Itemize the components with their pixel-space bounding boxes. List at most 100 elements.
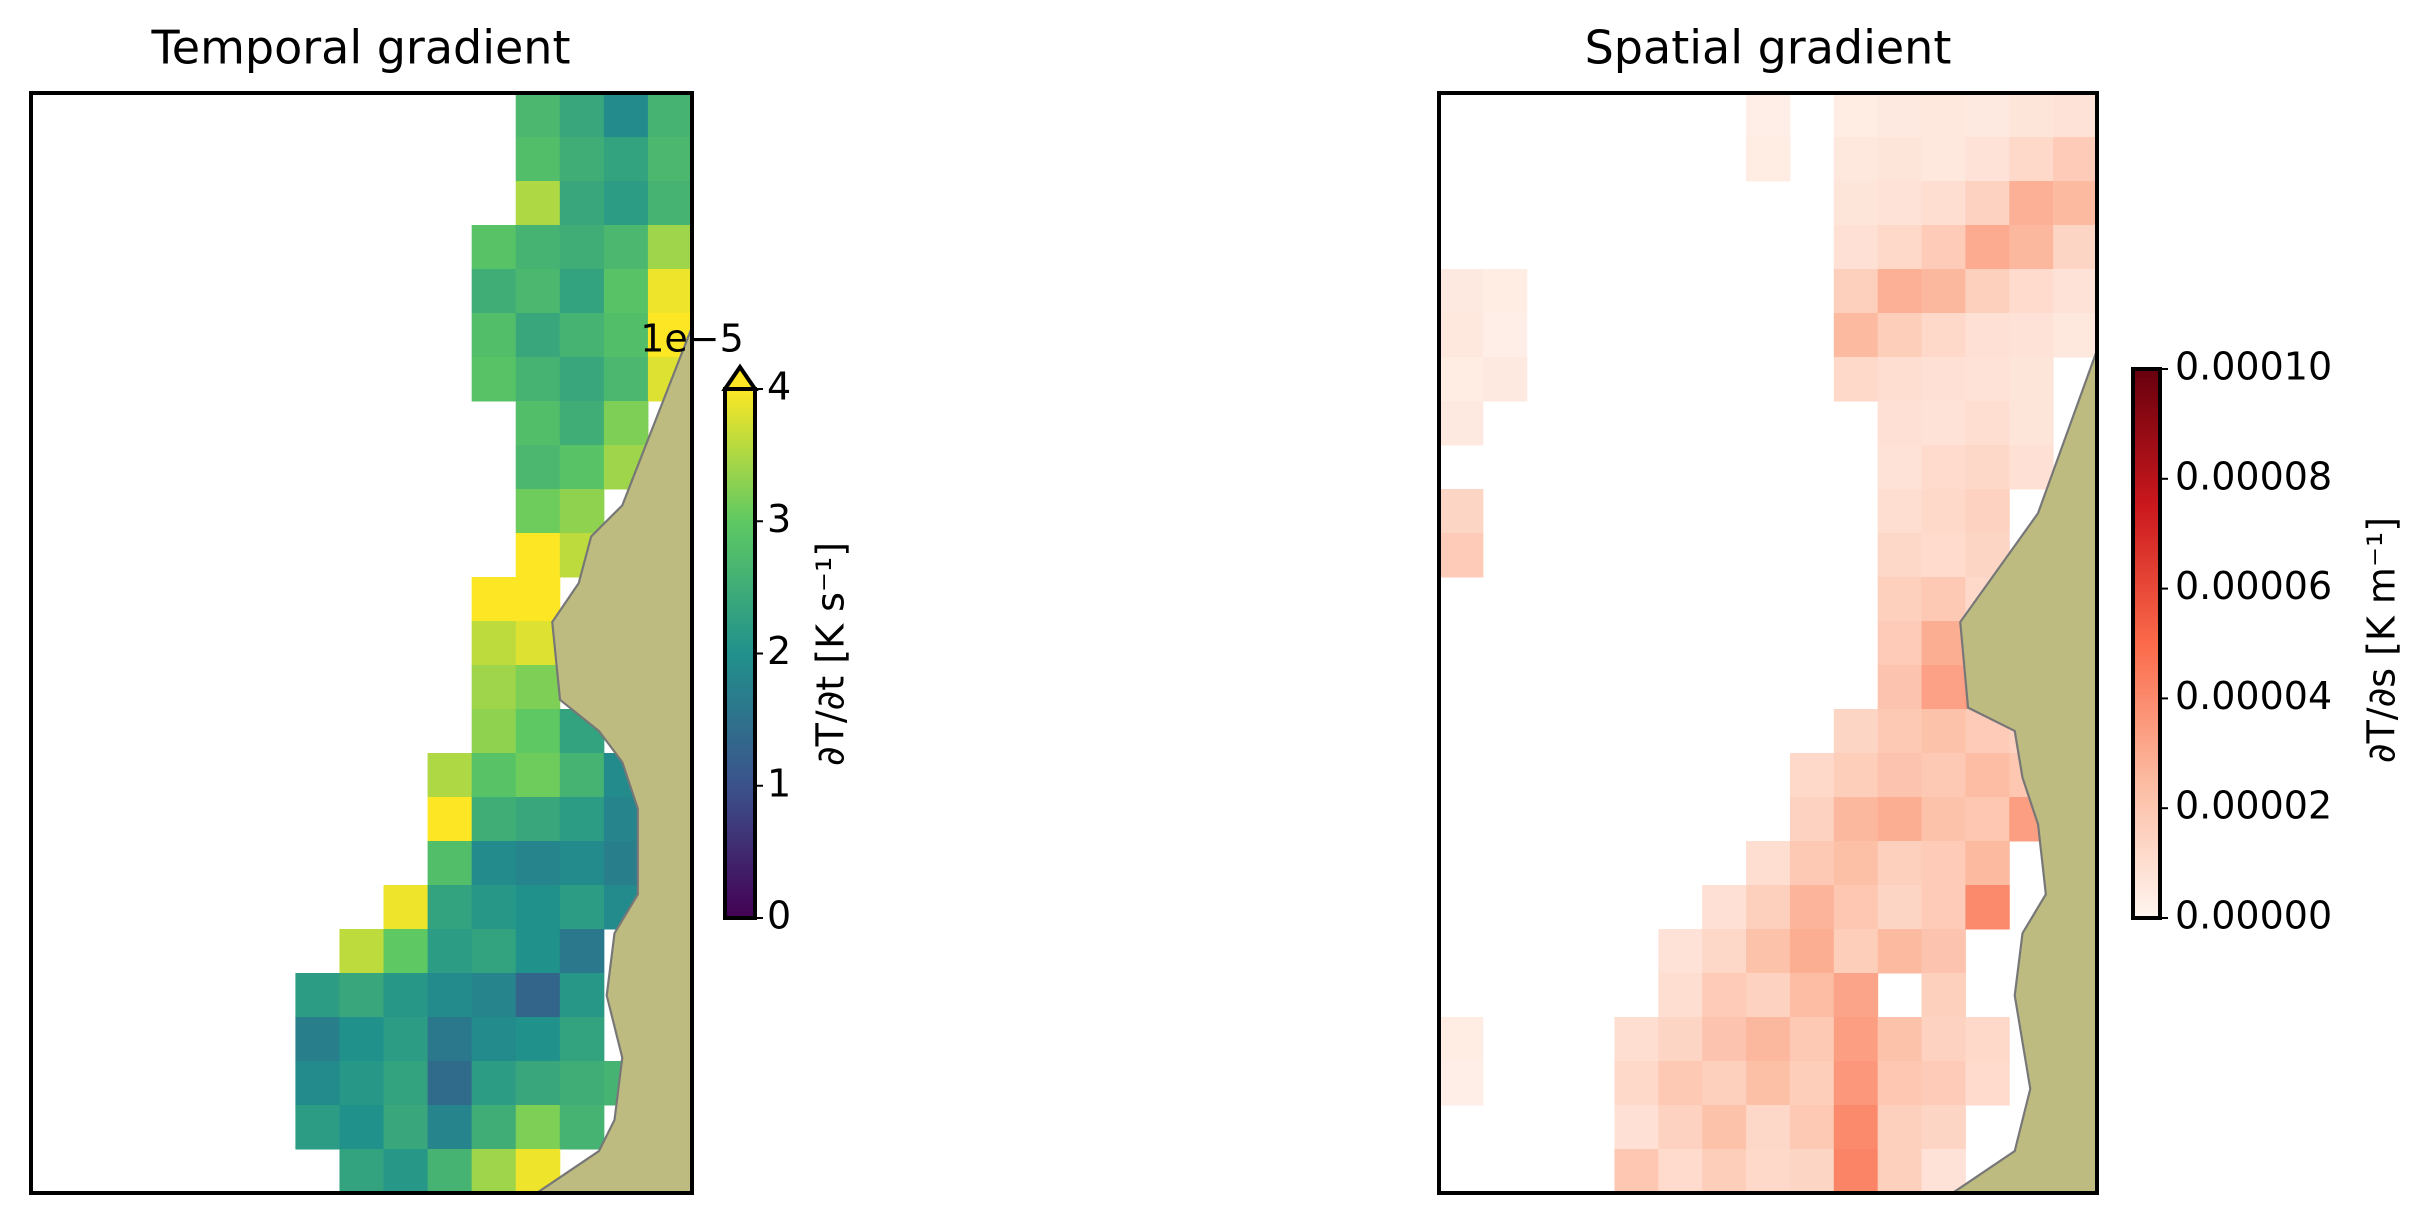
colorbar-tick-label: 0.00008 [2175,454,2332,498]
heatmap-cell [1833,973,1879,1018]
heatmap-cell [427,1149,473,1194]
heatmap-cell [559,1017,605,1062]
heatmap-cell [1921,797,1966,842]
heatmap-cell [427,797,473,842]
heatmap-cell [1833,797,1879,842]
heatmap-cell [1833,929,1879,974]
heatmap-cell [471,621,517,666]
heatmap-cell [339,929,385,974]
chart-title: Temporal gradient [150,21,570,75]
heatmap-cell [559,269,605,314]
heatmap-cell [1921,93,1966,138]
heatmap-cell [1789,973,1835,1018]
heatmap-cell [559,841,605,886]
heatmap-cell [1833,181,1879,226]
heatmap-cell [1877,841,1923,886]
heatmap-cell [1965,401,2010,446]
colorbar-tick-label: 0.00004 [2175,674,2332,718]
heatmap-cell [1789,841,1835,886]
heatmap-cell [471,577,517,622]
heatmap-cell [427,1105,473,1150]
heatmap-cell [1658,929,1703,974]
heatmap-cell [1789,1105,1835,1150]
heatmap-cell [515,181,561,226]
heatmap-cell [1921,1061,1966,1106]
heatmap-cell [339,973,385,1018]
heatmap-cell [559,885,605,930]
heatmap-cell [647,137,693,182]
heatmap-cell [2009,137,2054,182]
heatmap-cell [2009,93,2054,138]
heatmap-cell [471,797,517,842]
heatmap-cell [2009,445,2054,490]
heatmap-cell [1746,929,1791,974]
heatmap-cell [427,885,473,930]
heatmap-cell [1921,357,1966,402]
heatmap-cell [515,533,561,578]
heatmap-cell [1965,313,2010,358]
heatmap-cell [1702,1017,1747,1062]
heatmap-cell [1921,489,1966,534]
heatmap-cell [1965,1061,2010,1106]
heatmap-cell [1877,621,1923,666]
heatmap-cell [1789,1061,1835,1106]
colorbar-label: ∂T/∂t [K s⁻¹] [809,542,853,766]
heatmap-cell [1921,269,1966,314]
heatmap-cell [2053,269,2098,314]
heatmap-cell [427,1061,473,1106]
heatmap-cell [559,445,605,490]
heatmap-cell [559,225,605,270]
heatmap-cell [383,1149,429,1194]
heatmap-cell [1614,1149,1659,1194]
heatmap-cell [2009,269,2054,314]
heatmap-cell [2053,181,2098,226]
heatmap-cell [1965,445,2010,490]
heatmap-cell [515,709,561,754]
heatmap-cell [339,1105,385,1150]
heatmap-cell [515,1105,561,1150]
heatmap-cell [559,489,605,534]
heatmap-cell [559,753,605,798]
heatmap-cell [1965,93,2010,138]
heatmap-cell [1877,1149,1923,1194]
heatmap-cell [471,665,517,710]
heatmap-cell [603,181,649,226]
heatmap-cell [471,1017,517,1062]
heatmap-cell [471,357,517,402]
heatmap-cell [1746,1149,1791,1194]
heatmap-cell [1877,93,1923,138]
heatmap-cell [1921,401,1966,446]
colorbar: 0.00000 0.00002 0.00004 0.00006 0.00008 0.000… [2131,345,2404,938]
heatmap-cell [1877,225,1923,270]
heatmap-cell [1746,1105,1791,1150]
heatmap-cell [1658,1149,1703,1194]
heatmap-cell [1614,1061,1659,1106]
heatmap-cell [1439,357,1484,402]
heatmap-cell [559,1105,605,1150]
heatmap-cell [1746,1017,1791,1062]
heatmap-cell [1921,137,1966,182]
heatmap-cell [1833,1149,1879,1194]
colorbar-tick-label: 0.00010 [2175,345,2332,389]
heatmap-cell [603,269,649,314]
heatmap-cell [1614,1017,1659,1062]
heatmap-cell [1702,973,1747,1018]
heatmap-cell [1965,489,2010,534]
heatmap-cell [1965,1017,2010,1062]
heatmap-cell [1789,1017,1835,1062]
heatmap-cell [1789,753,1835,798]
heatmap-cell [1965,753,2010,798]
heatmap-cell [471,973,517,1018]
heatmap-cell [295,1017,340,1062]
heatmap-cell [295,1105,340,1150]
heatmap-cell [1877,929,1923,974]
heatmap-cell [1658,1061,1703,1106]
heatmap-cell [1921,973,1966,1018]
heatmap-cell [1921,1105,1966,1150]
heatmap-cell [1877,1105,1923,1150]
heatmap-cell [427,973,473,1018]
heatmap-cell [339,1017,385,1062]
heatmap-cell [1877,797,1923,842]
heatmap-cell [1482,357,1528,402]
